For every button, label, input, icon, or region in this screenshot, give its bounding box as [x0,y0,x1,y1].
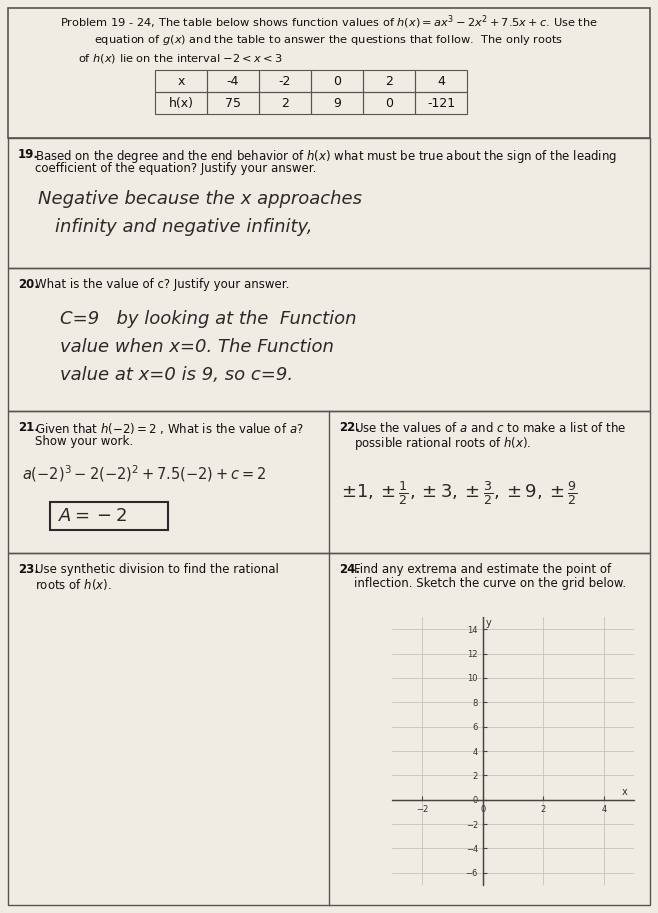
Text: 0: 0 [333,75,341,88]
Bar [155,92,207,114]
Text: Given that $h(-2) = 2$ , What is the value of $a$?: Given that $h(-2) = 2$ , What is the val… [35,421,303,436]
Text: infinity and negative infinity,: infinity and negative infinity, [55,218,313,236]
Text: Find any extrema and estimate the point of: Find any extrema and estimate the point … [354,563,611,576]
Text: 2: 2 [281,97,289,110]
Text: inflection. Sketch the curve on the grid below.: inflection. Sketch the curve on the grid… [354,577,626,590]
Text: 2: 2 [385,75,393,88]
Text: value at x=0 is 9, so c=9.: value at x=0 is 9, so c=9. [60,366,293,384]
Text: 0: 0 [385,97,393,110]
Bar [415,92,467,114]
Text: Use synthetic division to find the rational: Use synthetic division to find the ratio… [35,563,279,576]
Bar [8,553,650,905]
Bar [8,268,650,411]
Text: 19.: 19. [18,148,39,161]
Text: 23.: 23. [18,563,39,576]
Bar [8,411,650,553]
Bar [50,502,168,530]
Text: possible rational roots of $h(x)$.: possible rational roots of $h(x)$. [354,435,532,452]
Text: coefficient of the equation? Justify your answer.: coefficient of the equation? Justify you… [35,162,316,175]
Text: Show your work.: Show your work. [35,435,133,448]
Text: h(x): h(x) [168,97,193,110]
Text: 24.: 24. [339,563,360,576]
Bar [415,70,467,92]
Text: y: y [486,618,491,628]
Bar [259,92,311,114]
Text: Based on the degree and the end behavior of $h(x)$ what must be true about the s: Based on the degree and the end behavior… [35,148,617,165]
Text: equation of $g(x)$ and the table to answer the questions that follow.  The only : equation of $g(x)$ and the table to answ… [94,33,564,47]
Text: 4: 4 [437,75,445,88]
Bar [8,8,650,138]
Text: $\pm 1, \pm\frac{1}{2}, \pm 3, \pm\frac{3}{2}, \pm 9, \pm\frac{9}{2}$: $\pm 1, \pm\frac{1}{2}, \pm 3, \pm\frac{… [341,479,578,507]
Text: 21.: 21. [18,421,39,434]
Text: 9: 9 [333,97,341,110]
Bar [207,70,259,92]
Bar [311,92,363,114]
Text: 22.: 22. [339,421,360,434]
Text: -2: -2 [279,75,291,88]
Text: -4: -4 [227,75,240,88]
Text: x: x [177,75,185,88]
Text: C=9   by looking at the  Function: C=9 by looking at the Function [60,310,357,328]
Text: Negative because the x approaches: Negative because the x approaches [38,190,362,208]
Bar [363,70,415,92]
Bar [311,70,363,92]
Bar [155,70,207,92]
Bar [207,92,259,114]
Text: $A = -2$: $A = -2$ [58,507,127,525]
Text: What is the value of c? Justify your answer.: What is the value of c? Justify your ans… [35,278,290,291]
Text: value when x=0. The Function: value when x=0. The Function [60,338,334,356]
Text: x: x [622,787,628,797]
Bar [259,70,311,92]
Text: -121: -121 [427,97,455,110]
Text: 20.: 20. [18,278,39,291]
Text: $a(-2)^3-2(-2)^2+7.5(-2)+c=2$: $a(-2)^3-2(-2)^2+7.5(-2)+c=2$ [22,463,266,484]
Text: 75: 75 [225,97,241,110]
Bar [363,92,415,114]
Bar [8,138,650,268]
Text: roots of $h(x)$.: roots of $h(x)$. [35,577,112,592]
Text: of $h(x)$ lie on the interval $-2 < x < 3$: of $h(x)$ lie on the interval $-2 < x < … [78,51,282,65]
Text: Problem 19 - 24, The table below shows function values of $h(x) = ax^3 - 2x^2 + : Problem 19 - 24, The table below shows f… [60,13,598,31]
Text: Use the values of $a$ and $c$ to make a list of the: Use the values of $a$ and $c$ to make a … [354,421,626,435]
